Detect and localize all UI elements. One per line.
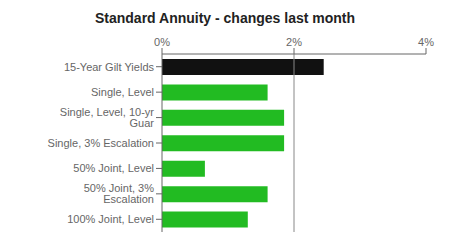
svg-text:Single, Level: Single, Level xyxy=(91,86,154,98)
html-text:Standard Annuity - changes las: Standard Annuity - changes last month xyxy=(95,10,355,26)
svg-text:15-Year Gilt Yields: 15-Year Gilt Yields xyxy=(64,61,155,73)
svg-text:Single, Level, 10-yrGuar: Single, Level, 10-yrGuar xyxy=(60,106,154,129)
svg-text:0%: 0% xyxy=(154,36,170,48)
svg-text:2%: 2% xyxy=(286,36,302,48)
svg-text:100% Joint, Level: 100% Joint, Level xyxy=(67,213,154,225)
svg-text:50% Joint, Level: 50% Joint, Level xyxy=(73,162,154,174)
svg-text:Single, 3% Escalation: Single, 3% Escalation xyxy=(48,137,154,149)
svg-text:50% Joint, 3%Escalation: 50% Joint, 3%Escalation xyxy=(84,182,155,205)
svg-text:4%: 4% xyxy=(418,36,434,48)
